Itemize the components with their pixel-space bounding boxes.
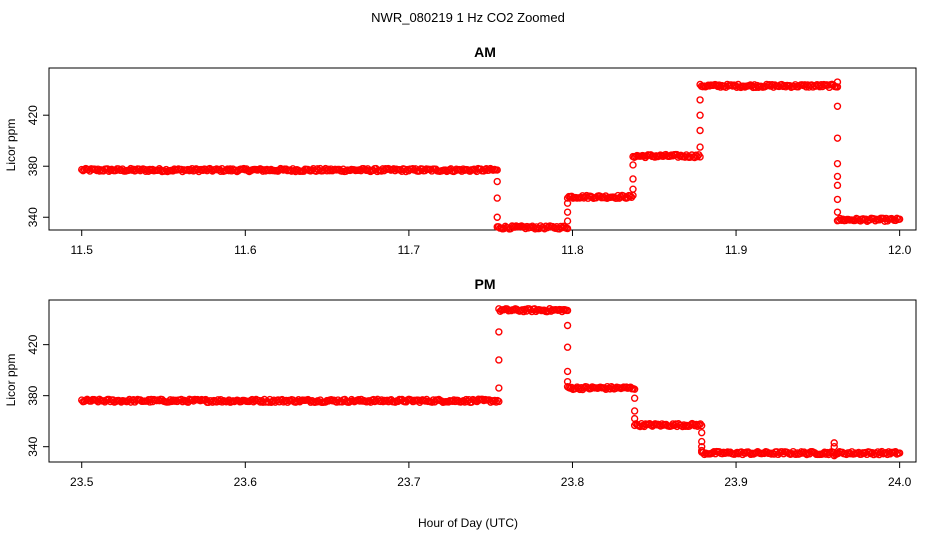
- pm-y-ticks: 340 380 420: [26, 334, 49, 457]
- am-data-point: [833, 181, 842, 190]
- pm-data-point: [830, 442, 838, 451]
- pm-data-point: [630, 385, 639, 393]
- am-y-ticks: 340 380 420: [26, 105, 49, 227]
- am-y-tick-label: 340: [26, 207, 40, 227]
- pm-data-point: [895, 449, 904, 457]
- am-data-point: [696, 126, 704, 135]
- pm-data-point: [495, 397, 503, 406]
- pm-data-series: [78, 305, 904, 460]
- pm-x-tick-label: 23.5: [70, 475, 94, 489]
- am-plot-frame: [48, 67, 917, 231]
- am-y-tick-label: 420: [26, 105, 40, 125]
- am-x-ticks: 11.5 11.6 11.7 11.8 11.9 12.0: [70, 230, 912, 257]
- am-data-point: [696, 96, 704, 104]
- pm-data-point: [495, 356, 503, 364]
- pm-y-tick-label: 420: [26, 334, 40, 354]
- am-x-tick-label: 11.8: [561, 243, 584, 257]
- pm-data-point: [698, 428, 706, 437]
- am-data-point: [696, 143, 704, 151]
- am-data-point: [833, 208, 842, 216]
- pm-data-point: [563, 321, 572, 330]
- am-data-point: [833, 172, 842, 181]
- am-data-series: [78, 78, 904, 233]
- am-data-point: [629, 161, 637, 169]
- am-data-point: [833, 159, 842, 168]
- pm-data-point: [698, 421, 706, 430]
- am-x-tick-label: 11.6: [234, 243, 257, 257]
- am-data-point: [833, 134, 842, 142]
- am-data-point: [493, 213, 501, 221]
- am-data-point: [629, 175, 637, 183]
- am-data-point: [833, 78, 842, 86]
- pm-data-point: [491, 396, 499, 405]
- am-x-tick-label: 11.7: [398, 243, 421, 257]
- am-x-tick-label: 11.9: [725, 243, 748, 257]
- pm-x-tick-label: 23.9: [724, 475, 748, 489]
- pm-data-point: [563, 367, 572, 376]
- am-data-point: [833, 102, 842, 110]
- am-data-point: [563, 224, 572, 233]
- x-axis-label: Hour of Day (UTC): [418, 516, 518, 530]
- am-panel-title: AM: [474, 44, 496, 60]
- pm-data-point: [495, 384, 503, 392]
- am-data-point: [563, 208, 572, 216]
- am-data-point: [696, 153, 704, 161]
- pm-data-point: [830, 439, 838, 447]
- am-data-point: [696, 111, 704, 119]
- am-data-point: [692, 151, 700, 159]
- pm-data-point: [495, 328, 503, 336]
- am-data-point: [563, 199, 572, 207]
- pm-x-tick-label: 23.7: [397, 475, 421, 489]
- am-data-point: [493, 194, 501, 202]
- pm-panel-title: PM: [475, 276, 496, 292]
- pm-x-tick-label: 23.8: [561, 475, 585, 489]
- pm-x-tick-label: 23.6: [234, 475, 258, 489]
- pm-y-tick-label: 340: [26, 436, 40, 456]
- pm-data-point: [563, 377, 572, 386]
- chart-main-title: NWR_080219 1 Hz CO2 Zoomed: [371, 10, 565, 25]
- am-data-point: [833, 195, 842, 204]
- pm-panel: PM Licor ppm 23.5 23.6 23.7 23.8 23.9 24.0 34…: [4, 276, 917, 489]
- am-y-axis-label: Licor ppm: [4, 119, 18, 172]
- pm-data-point: [630, 407, 639, 415]
- pm-y-axis-label: Licor ppm: [4, 354, 18, 407]
- am-data-point: [895, 215, 904, 223]
- pm-data-point: [563, 306, 572, 315]
- pm-x-tick-label: 24.0: [888, 475, 912, 489]
- pm-x-ticks: 23.5 23.6 23.7 23.8 23.9 24.0: [70, 462, 912, 489]
- pm-data-point: [698, 442, 706, 451]
- pm-plot-frame: [48, 299, 917, 463]
- am-data-point: [493, 166, 501, 174]
- pm-data-point: [630, 394, 639, 402]
- am-panel: AM Licor ppm 11.5 11.6 11.7 11.8 11.9 12.0 34…: [4, 44, 917, 257]
- am-data-point: [240, 164, 248, 173]
- am-data-point: [833, 83, 842, 91]
- am-x-tick-label: 11.5: [70, 243, 93, 257]
- am-data-point: [629, 185, 637, 193]
- am-y-tick-label: 380: [26, 156, 40, 176]
- pm-data-point: [698, 437, 706, 446]
- pm-data-point: [563, 343, 572, 351]
- pm-data-point: [830, 451, 838, 460]
- am-data-point: [563, 217, 572, 225]
- am-x-tick-label: 12.0: [888, 243, 912, 257]
- pm-data-point: [696, 420, 705, 428]
- am-data-point: [493, 177, 501, 186]
- pm-data-point: [630, 414, 639, 423]
- pm-data-point: [698, 446, 706, 455]
- pm-y-tick-label: 380: [26, 385, 40, 405]
